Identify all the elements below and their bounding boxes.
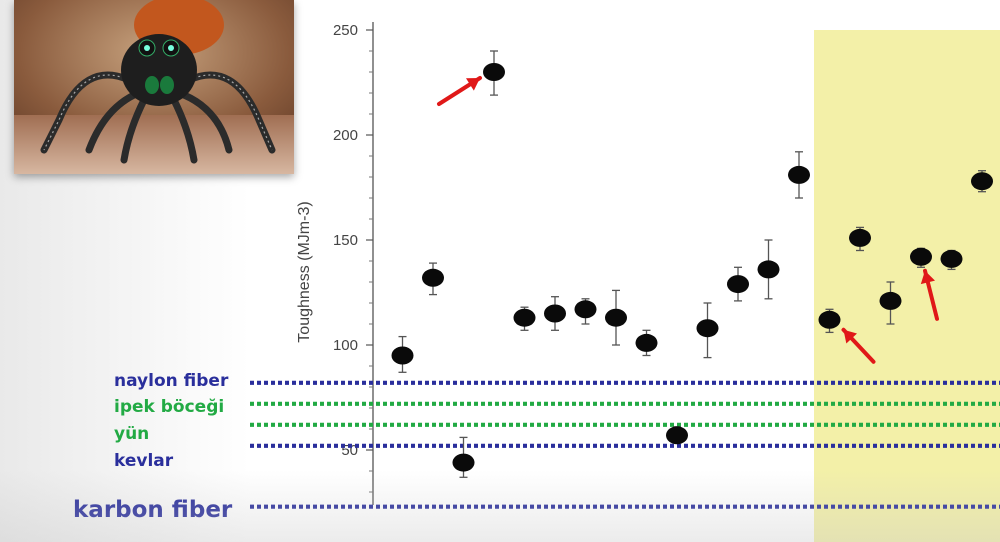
data-point [757, 260, 780, 279]
y-tick-label: 150 [333, 232, 358, 249]
red-arrow-icon [437, 76, 482, 106]
data-point [849, 228, 871, 247]
label-kevlar: kevlar [114, 451, 174, 471]
label-ipek-bocegi: ipek böceği [114, 397, 225, 417]
data-point [940, 249, 963, 268]
data-point [910, 247, 932, 266]
data-point [544, 304, 566, 323]
red-arrow-icon [920, 268, 939, 321]
data-point [635, 333, 658, 352]
data-point [574, 300, 597, 319]
data-point [391, 346, 414, 365]
y-axis-label: Toughness (MJm-3) [296, 201, 313, 342]
label-yun: yün [114, 424, 150, 444]
jumping-spider-photo [14, 0, 294, 174]
data-point [971, 172, 993, 191]
data-point [696, 319, 719, 338]
data-point [666, 426, 688, 445]
data-point [879, 291, 902, 310]
data-point [788, 165, 810, 184]
y-tick-label: 50 [341, 442, 358, 459]
data-point [605, 308, 627, 327]
highlight-region [814, 30, 1000, 542]
label-karbon-fiber: karbon fiber [73, 497, 233, 523]
data-point [818, 310, 841, 329]
y-tick-label: 250 [333, 22, 358, 39]
red-arrow-icon [841, 327, 876, 364]
label-naylon-fiber: naylon fiber [114, 371, 229, 391]
data-point [452, 453, 475, 472]
y-tick-label: 100 [333, 337, 358, 354]
data-point [513, 308, 536, 327]
data-point [483, 63, 505, 81]
data-point [727, 275, 749, 294]
y-tick-label: 200 [333, 127, 358, 144]
data-point [422, 268, 444, 287]
